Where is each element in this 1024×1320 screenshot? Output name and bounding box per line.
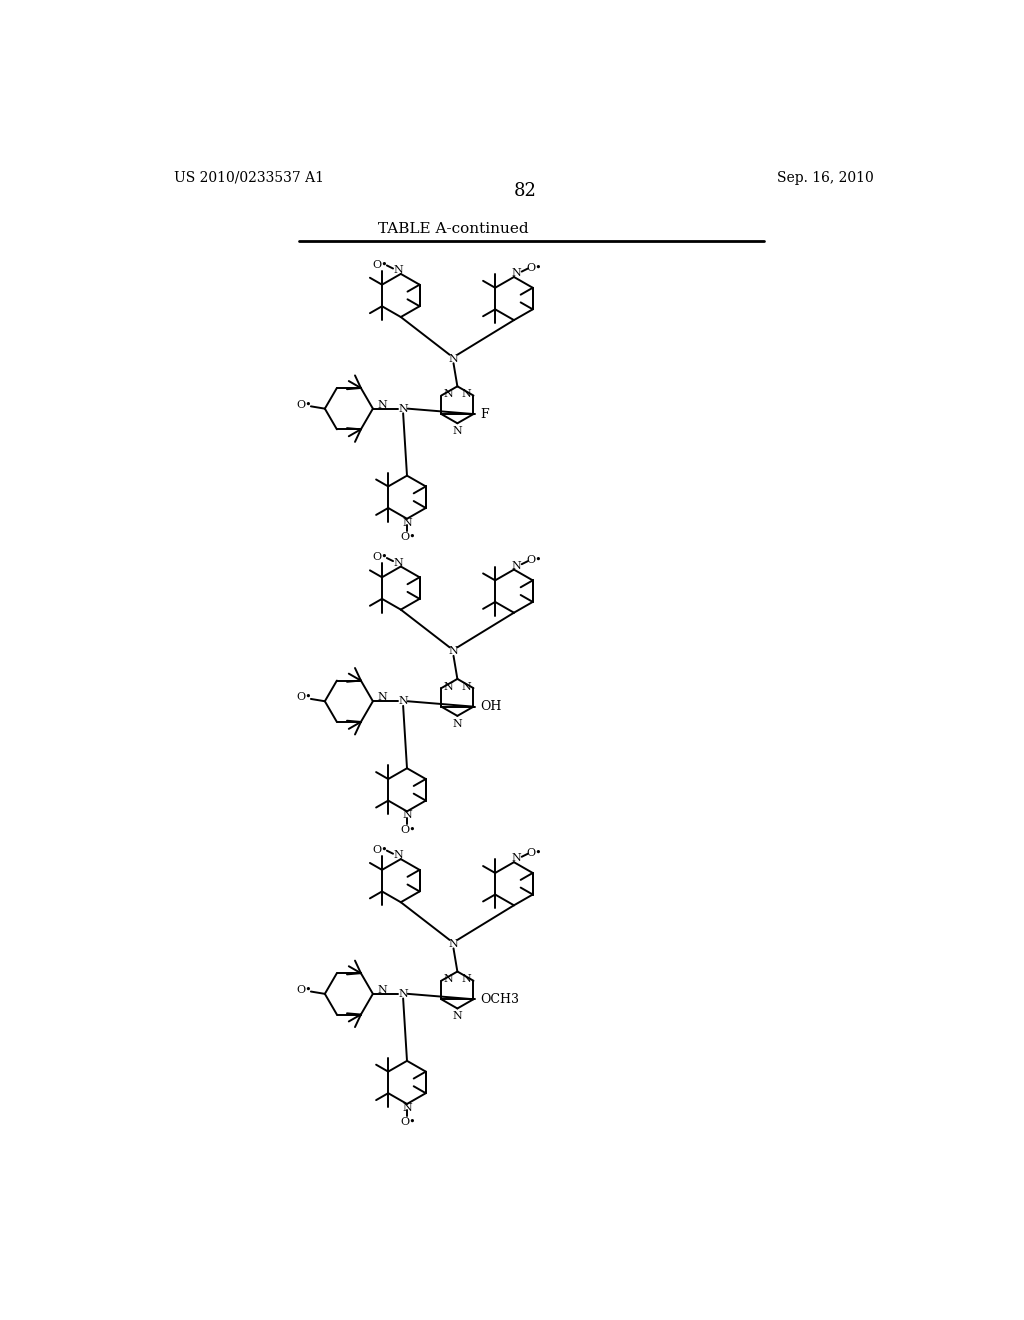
Text: N: N	[453, 426, 462, 436]
Text: N: N	[402, 1102, 413, 1113]
Text: N: N	[449, 354, 459, 363]
Text: O•: O•	[373, 845, 388, 855]
Text: N: N	[398, 696, 408, 706]
Text: N: N	[378, 400, 387, 409]
Text: O•: O•	[526, 556, 542, 565]
Text: 82: 82	[513, 182, 537, 199]
Text: N: N	[453, 1011, 462, 1022]
Text: N: N	[449, 939, 459, 949]
Text: N: N	[402, 517, 413, 528]
Text: TABLE A-continued: TABLE A-continued	[378, 222, 528, 236]
Text: O•: O•	[526, 263, 542, 273]
Text: N: N	[443, 681, 453, 692]
Text: O•: O•	[400, 825, 416, 834]
Text: O•: O•	[296, 693, 311, 702]
Text: O•: O•	[400, 1118, 416, 1127]
Text: N: N	[449, 647, 459, 656]
Text: N: N	[443, 389, 453, 399]
Text: N: N	[393, 265, 403, 275]
Text: O•: O•	[526, 847, 542, 858]
Text: O•: O•	[296, 400, 311, 409]
Text: N: N	[378, 693, 387, 702]
Text: N: N	[511, 561, 521, 570]
Text: O•: O•	[373, 260, 388, 269]
Text: N: N	[462, 681, 471, 692]
Text: N: N	[511, 268, 521, 279]
Text: N: N	[398, 404, 408, 413]
Text: O•: O•	[373, 552, 388, 562]
Text: N: N	[443, 974, 453, 985]
Text: N: N	[393, 557, 403, 568]
Text: O•: O•	[296, 985, 311, 995]
Text: N: N	[402, 810, 413, 820]
Text: N: N	[462, 389, 471, 399]
Text: N: N	[378, 985, 387, 995]
Text: N: N	[453, 718, 462, 729]
Text: OH: OH	[480, 700, 502, 713]
Text: F: F	[480, 408, 488, 421]
Text: N: N	[511, 853, 521, 863]
Text: US 2010/0233537 A1: US 2010/0233537 A1	[174, 170, 325, 185]
Text: OCH3: OCH3	[480, 993, 519, 1006]
Text: O•: O•	[400, 532, 416, 543]
Text: N: N	[393, 850, 403, 861]
Text: N: N	[462, 974, 471, 985]
Text: N: N	[398, 989, 408, 999]
Text: Sep. 16, 2010: Sep. 16, 2010	[777, 170, 873, 185]
